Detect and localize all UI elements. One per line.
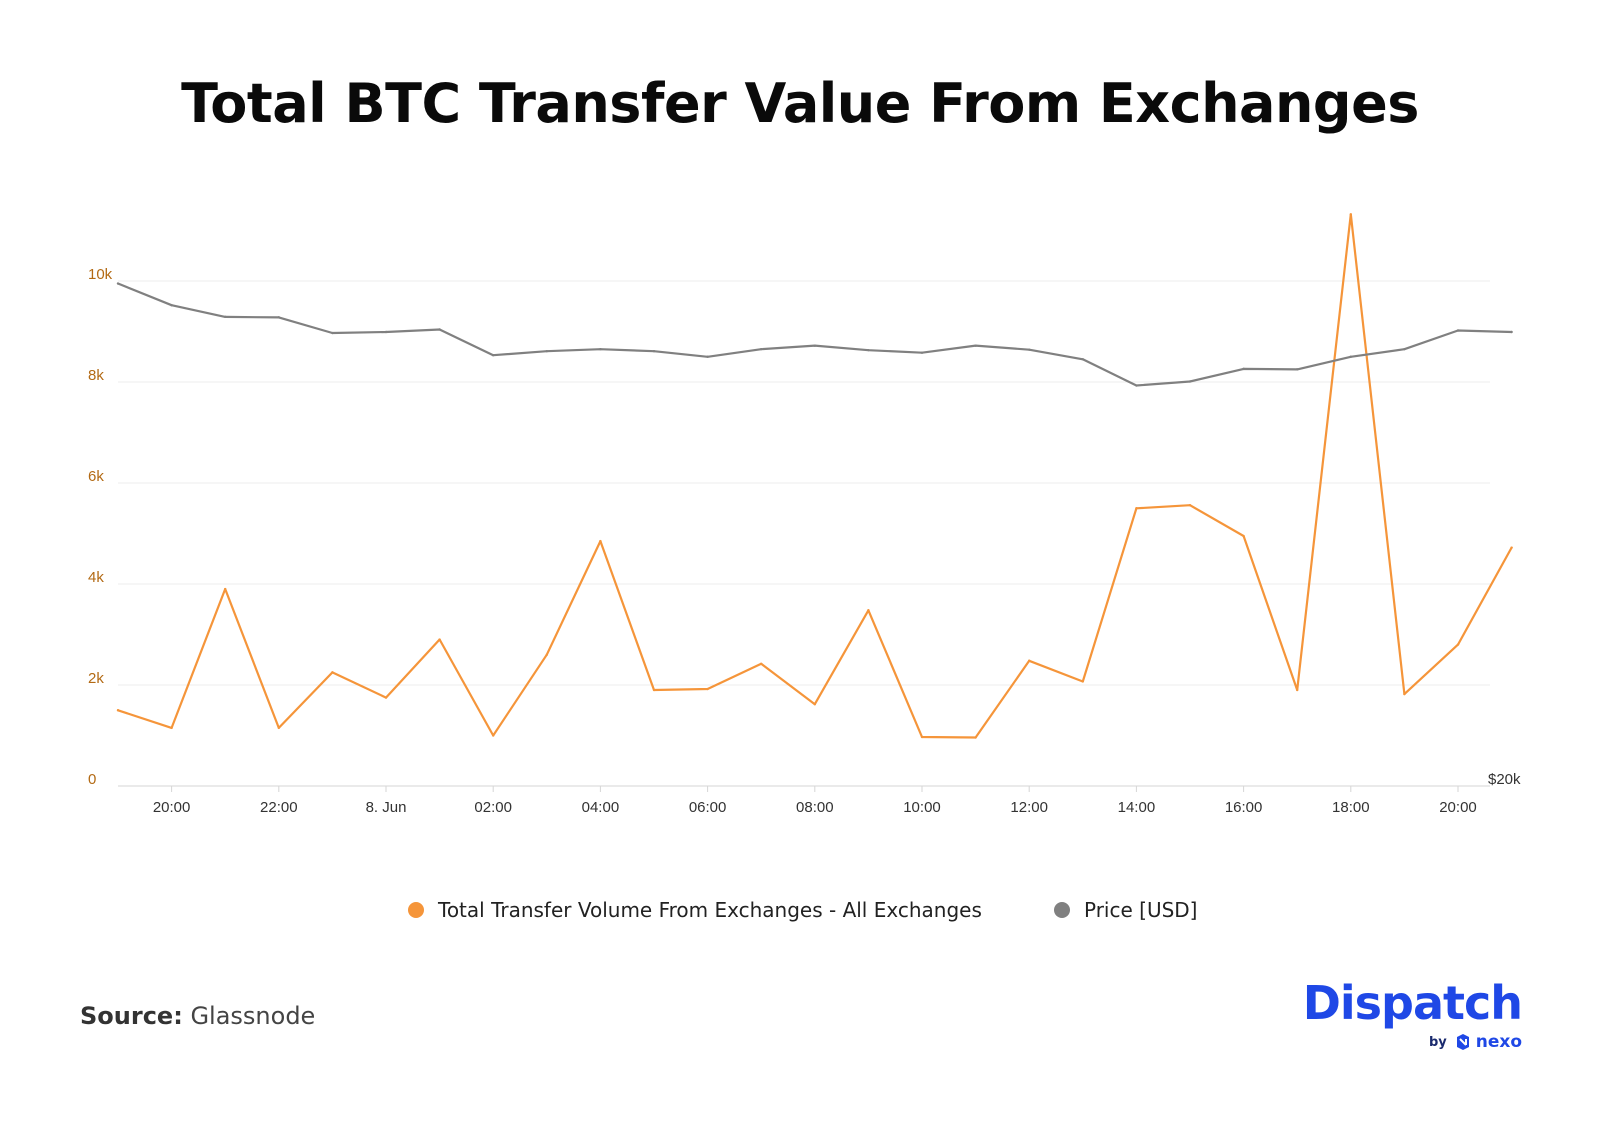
dispatch-logo: Dispatch by nexo: [1292, 976, 1523, 1052]
x-tick-label: 06:00: [689, 799, 727, 816]
logo-wordmark: Dispatch: [1302, 976, 1523, 1030]
price-point: [277, 316, 280, 319]
price-point: [1188, 380, 1192, 383]
volume-point: [920, 735, 924, 739]
legend-dot-price: [1054, 902, 1070, 918]
price-point: [813, 344, 816, 347]
series-volume-line: [116, 213, 1513, 739]
volume-point: [1242, 534, 1245, 538]
series-price-line: [116, 282, 1513, 387]
nexo-logo-icon: [1456, 1034, 1469, 1050]
volume-point: [1403, 692, 1406, 696]
price-point: [652, 349, 656, 353]
volume-point: [1081, 680, 1085, 683]
y-tick-label: 2k: [88, 670, 104, 687]
price-point: [1456, 329, 1460, 332]
volume-point: [1188, 504, 1192, 507]
price-point: [760, 347, 763, 351]
legend-dot-volume: [408, 902, 424, 918]
axes: [171, 786, 1459, 792]
legend: Total Transfer Volume From Exchanges - A…: [0, 898, 1600, 934]
volume-point: [867, 609, 870, 612]
source-value: Glassnode: [190, 1002, 316, 1030]
tick-labels: 0 2k 4k 6k 8k 10k $20k 20:00 22:00 8. Jun 02:00 04:…: [88, 266, 1521, 816]
price-point: [1510, 330, 1513, 334]
volume-point: [1135, 507, 1138, 510]
x-tick-label: 16:00: [1225, 799, 1263, 816]
x-tick-label: 20:00: [153, 799, 191, 816]
volume-point: [331, 671, 334, 674]
y-tick-label: 0: [88, 771, 96, 788]
volume-point: [277, 726, 280, 730]
x-tick-label: 02:00: [474, 799, 512, 816]
price-point: [920, 351, 924, 354]
price-point: [974, 344, 977, 347]
price-point: [170, 304, 173, 307]
source-label: Source:: [80, 1002, 183, 1030]
logo-by: by: [1428, 1034, 1447, 1050]
chart-title: Total BTC Transfer Value From Exchanges: [181, 72, 1419, 135]
price-point: [116, 282, 120, 285]
volume-point: [545, 653, 548, 656]
price-point: [867, 348, 870, 352]
volume-point: [760, 662, 763, 665]
volume-point: [813, 702, 816, 706]
legend-label-volume: Total Transfer Volume From Exchanges - A…: [438, 898, 982, 922]
volume-point: [492, 734, 495, 737]
price-point: [331, 331, 334, 335]
series-lines: [116, 213, 1513, 739]
volume-point: [1296, 688, 1299, 692]
volume-point: [170, 726, 173, 730]
volume-point: [116, 709, 120, 712]
volume-point: [599, 539, 602, 543]
y-right-tick-label: $20k: [1488, 771, 1521, 788]
y-tick-label: 6k: [88, 468, 104, 485]
x-tick-label: 14:00: [1118, 799, 1156, 816]
x-tick-label: 08:00: [796, 799, 834, 816]
source-note: Source: Glassnode: [80, 1002, 315, 1030]
legend-item-volume[interactable]: Total Transfer Volume From Exchanges - A…: [408, 898, 982, 922]
price-point: [492, 354, 495, 357]
price-point: [1403, 347, 1406, 351]
y-tick-label: 8k: [88, 367, 104, 384]
price-point: [599, 347, 602, 351]
x-tick-label: 12:00: [1010, 799, 1048, 816]
volume-point: [1349, 213, 1353, 216]
volume-point: [706, 687, 709, 691]
price-point: [706, 355, 709, 358]
logo-brand: nexo: [1475, 1032, 1522, 1052]
price-point: [1296, 368, 1299, 371]
x-tick-label: 18:00: [1332, 799, 1370, 816]
grid-lines: [118, 280, 1490, 787]
price-point: [1349, 355, 1353, 358]
chart: 0 2k 4k 6k 8k 10k $20k 20:00 22:00 8. Jun 02:00 04:…: [88, 213, 1521, 816]
legend-label-price: Price [USD]: [1084, 898, 1198, 922]
y-tick-label: 4k: [88, 569, 104, 586]
y-tick-label: 10k: [88, 266, 113, 283]
price-point: [1081, 358, 1085, 361]
x-tick-label: 20:00: [1439, 799, 1477, 816]
price-point: [1242, 367, 1245, 371]
logo-byline: by nexo: [1429, 1032, 1522, 1052]
volume-point: [1028, 659, 1031, 662]
price-point: [545, 349, 548, 353]
x-tick-label: 22:00: [260, 799, 298, 816]
volume-point: [652, 688, 656, 692]
volume-point: [1456, 643, 1460, 646]
price-point: [384, 330, 388, 334]
x-tick-label: 10:00: [903, 799, 941, 816]
x-tick-label: 04:00: [582, 799, 620, 816]
price-point: [224, 315, 227, 319]
volume-point: [974, 736, 977, 739]
legend-item-price[interactable]: Price [USD]: [1054, 898, 1198, 922]
volume-point: [1510, 546, 1513, 549]
x-tick-label: 8. Jun: [366, 799, 407, 816]
price-point: [438, 328, 441, 331]
volume-point: [438, 638, 441, 641]
price-point: [1135, 384, 1138, 387]
volume-point: [224, 587, 227, 591]
volume-point: [384, 696, 388, 699]
price-point: [1028, 348, 1031, 351]
